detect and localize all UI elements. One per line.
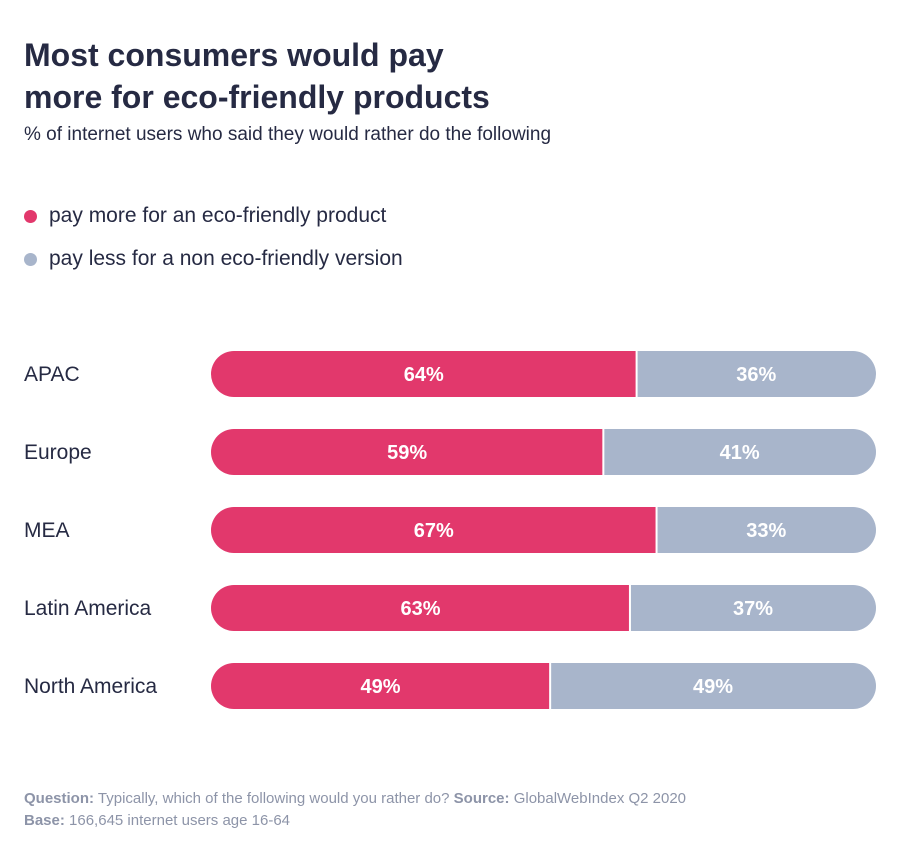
bar-segment-pay-more [211,507,657,553]
bar-separator [635,351,638,397]
bar-segment-pay-more [211,429,604,475]
legend-item-pay-less: pay less for a non eco-friendly version [24,246,403,272]
category-label: Europe [24,441,92,464]
bar-row [211,429,876,475]
footer-question-label: Question: [24,790,94,807]
data-label-pay-less: 36% [736,364,776,386]
chart-title-line2: more for eco-friendly products [24,79,490,115]
bar-row [211,351,876,397]
stacked-bar-chart: APAC 64% 36% Europe 59% 41% MEA 67% 33% Latin Ame… [24,351,876,709]
data-label-pay-more: 67% [414,520,454,542]
bar-separator [602,429,605,475]
legend-label-pay-less: pay less for a non eco-friendly version [49,247,403,270]
bar-segment-pay-less [636,351,876,397]
data-label-pay-more: 49% [361,676,401,698]
legend-swatch-pay-less [24,252,37,266]
chart-title: Most consumers would pay more for eco-fr… [24,34,724,118]
legend: pay more for an eco-friendly product pay… [24,203,403,289]
bar-segment-pay-less [656,507,876,553]
bar-segment-pay-less [550,663,876,709]
data-label-pay-less: 33% [746,520,786,542]
footer-base-line: Base: 166,645 internet users age 16-64 [24,810,686,832]
legend-swatch-pay-more [24,209,37,223]
category-label: Latin America [24,597,152,620]
data-label-pay-less: 41% [720,442,760,464]
footer-source-text: GlobalWebIndex Q2 2020 [513,790,687,807]
category-label: MEA [24,519,70,542]
bar-row [211,507,876,553]
legend-item-pay-more: pay more for an eco-friendly product [24,203,403,229]
data-label-pay-less: 37% [733,598,773,620]
footer-source-label: Source: [453,790,510,807]
category-label: APAC [24,363,80,386]
footer-base-label: Base: [24,812,65,829]
bar-segment-pay-more [211,351,637,397]
footer-base-text: 166,645 internet users age 16-64 [69,812,291,829]
footer-question-text: Typically, which of the following would … [97,790,450,807]
bar-segment-pay-more [211,663,551,709]
footer-question-line: Question: Typically, which of the follow… [24,788,686,810]
bar-segment-pay-more [211,585,630,631]
chart-title-line1: Most consumers would pay [24,37,444,73]
bar-segment-pay-less [629,585,876,631]
data-label-pay-more: 64% [404,364,444,386]
data-label-pay-more: 59% [387,442,427,464]
category-label: North America [24,675,157,698]
legend-label-pay-more: pay more for an eco-friendly product [49,204,387,227]
bar-separator [655,507,658,553]
bar-row [211,585,876,631]
chart-footer: Question: Typically, which of the follow… [24,788,686,832]
bar-separator [549,663,552,709]
bar-segment-pay-less [603,429,876,475]
bar-separator [628,585,631,631]
chart-subtitle: % of internet users who said they would … [24,124,552,145]
data-label-pay-more: 63% [400,598,440,620]
bar-row [211,663,876,709]
data-label-pay-less: 49% [693,676,733,698]
